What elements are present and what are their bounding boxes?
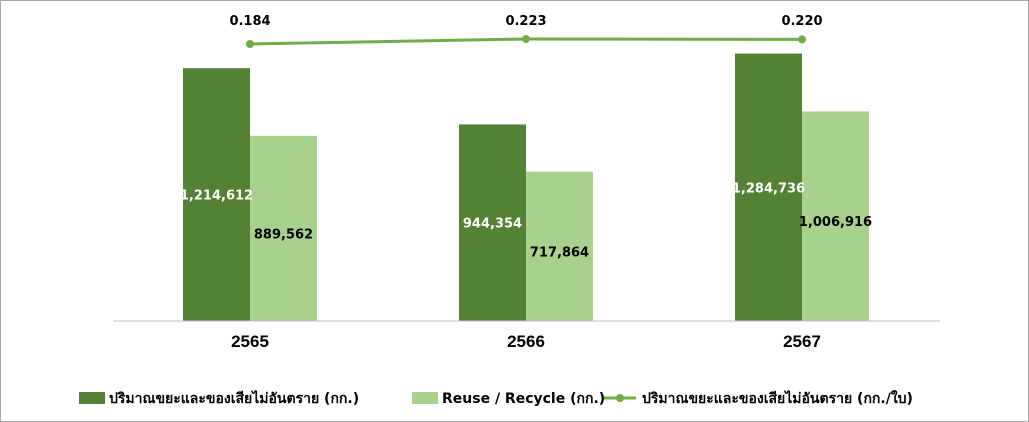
legend-label-3: ปริมาณขยะและของเสียไม่อันตราย (กก./ใบ) — [642, 389, 913, 407]
line-point-2567 — [798, 35, 806, 44]
line-label-2566: 0.223 — [505, 14, 546, 29]
line-layer: 0.184 0.223 0.220 — [229, 14, 823, 48]
legend-marker — [616, 394, 624, 402]
legend-swatch-1 — [79, 392, 105, 404]
bar-series1-2566 — [459, 124, 526, 321]
bar-series2-2565 — [250, 135, 317, 321]
bar-label-series2-2566: 717,864 — [530, 245, 589, 260]
bar-series1-2567 — [735, 53, 802, 321]
legend-label-1: ปริมาณขยะและของเสียไม่อันตราย (กก.) — [109, 389, 359, 407]
bars-layer — [183, 53, 869, 322]
legend-label-2: Reuse / Recycle (กก.) — [442, 391, 605, 407]
bar-series2-2567 — [802, 111, 869, 322]
line-point-2566 — [522, 35, 530, 43]
line-point-2565 — [246, 40, 254, 48]
labels-layer: 1,214,612 889,562 944,354 717,864 1,284,736 1… — [180, 181, 872, 260]
category-label-2567: 2567 — [783, 332, 821, 351]
line-label-2565: 0.184 — [229, 14, 270, 29]
bar-label-series1-2565: 1,214,612 — [180, 189, 253, 204]
legend-item-2: Reuse / Recycle (กก.) — [412, 391, 605, 407]
bar-series2-2566 — [526, 171, 593, 321]
line-label-2567: 0.220 — [781, 14, 822, 29]
bar-label-series2-2565: 889,562 — [254, 227, 313, 242]
category-label-2566: 2566 — [507, 332, 545, 351]
category-label-2565: 2565 — [231, 332, 269, 351]
legend: ปริมาณขยะและของเสียไม่อันตราย (กก.) Reuse… — [79, 389, 913, 407]
bar-label-series1-2567: 1,284,736 — [732, 181, 805, 196]
bar-label-series1-2566: 944,354 — [463, 217, 522, 232]
bar-label-series2-2567: 1,006,916 — [799, 215, 872, 230]
bar-series1-2565 — [183, 68, 250, 322]
legend-item-1: ปริมาณขยะและของเสียไม่อันตราย (กก.) — [79, 389, 359, 407]
category-labels: 2565 2566 2567 — [231, 332, 821, 351]
legend-item-3: ปริมาณขยะและของเสียไม่อันตราย (กก./ใบ) — [604, 389, 913, 407]
legend-swatch-2 — [412, 392, 438, 404]
